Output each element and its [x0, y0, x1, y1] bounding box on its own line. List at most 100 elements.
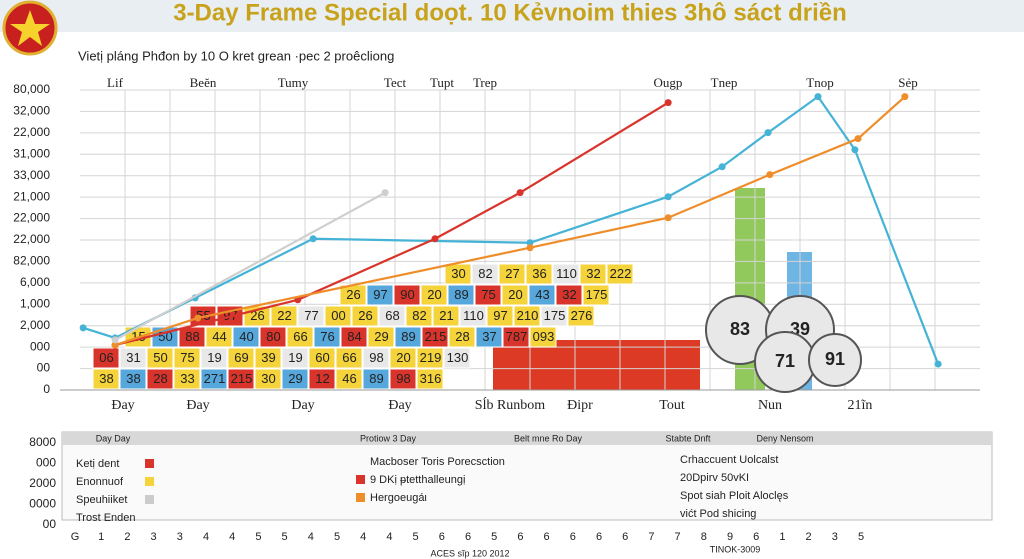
y-tick-label: 2,000 [20, 318, 50, 332]
tile-number: 97 [493, 308, 507, 323]
tile-number: 06 [99, 350, 113, 365]
panel-header-label: Protiow 3 Day [360, 433, 417, 443]
tile [308, 368, 336, 390]
panel-x-label: 4 [203, 531, 209, 543]
panel-x-label: 9 [727, 531, 733, 543]
tile [259, 326, 287, 348]
panel-x-label: 8 [701, 531, 707, 543]
tile-number: 20 [508, 287, 522, 302]
tile-number: 219 [420, 350, 442, 365]
legend-swatch [356, 475, 365, 484]
series-point [79, 324, 87, 332]
tile-number: 175 [544, 308, 566, 323]
tile [173, 347, 201, 369]
y-tick-label: 33,000 [13, 168, 50, 182]
tile [119, 368, 147, 390]
panel-y-label: 0000 [29, 497, 56, 511]
y-tick-label: 32,000 [13, 104, 50, 118]
series-point [111, 336, 119, 344]
ball-number: 91 [825, 349, 845, 369]
panel-x-label: 6 [465, 531, 471, 543]
tile [281, 368, 309, 390]
panel-x-label: 6 [596, 531, 602, 543]
y-tick-label: 31,000 [13, 146, 50, 160]
tile [324, 305, 352, 327]
tile [443, 347, 471, 369]
tile-number: 222 [610, 266, 632, 281]
tile-number: 316 [420, 371, 442, 386]
tile-number: 093 [533, 329, 555, 344]
tile [378, 305, 406, 327]
y-tick-label: 80,000 [13, 82, 50, 96]
tile [513, 305, 541, 327]
tile [502, 326, 530, 348]
panel-x-label: 7 [675, 531, 681, 543]
tile [389, 368, 417, 390]
tile [471, 263, 499, 285]
panel-x-label: 6 [439, 531, 445, 543]
series-point [851, 146, 859, 154]
panel-x-label: 3 [177, 531, 183, 543]
ball-number: 83 [730, 319, 750, 339]
tile-number: 88 [185, 329, 199, 344]
tile [475, 326, 503, 348]
tile-number: 82 [412, 308, 426, 323]
tile-number: 43 [535, 287, 549, 302]
series-point [526, 239, 534, 247]
tile-number: 38 [126, 371, 140, 386]
tile-number: 20 [427, 287, 441, 302]
tile [394, 326, 422, 348]
tile-number: 29 [374, 329, 388, 344]
tile [447, 284, 475, 306]
top-label: Tumy [278, 75, 309, 90]
bottom-label: 21ĩn [848, 398, 873, 413]
tile [119, 347, 147, 369]
legend-label: Trost Enden [76, 512, 136, 524]
tile-number: 89 [401, 329, 415, 344]
tile [227, 347, 255, 369]
tile-number: 66 [342, 350, 356, 365]
legend-label: Hergoeugáι [370, 492, 427, 504]
tile [567, 305, 595, 327]
legend-label: vićt Pod shicing [680, 508, 756, 520]
panel-x-label: 5 [282, 531, 288, 543]
tile [308, 347, 336, 369]
bottom-label: Ðipr [567, 398, 593, 413]
y-tick-label: 0 [43, 382, 50, 396]
tile-number: 110 [463, 308, 484, 323]
legend-swatch [356, 493, 365, 502]
y-tick-label: 1,000 [20, 296, 50, 310]
bottom-label: Day [291, 398, 314, 413]
panel-header-label: Deny Nensom [756, 433, 813, 443]
tile-number: 32 [586, 266, 600, 281]
panel-header [62, 432, 992, 445]
legend-label: Crhaccuent Uolcalst [680, 454, 778, 466]
bottom-label: Đay [186, 398, 209, 413]
tile-number: 50 [153, 350, 167, 365]
legend-label: Enonnuof [76, 476, 124, 488]
legend-label: Ketị dent [76, 458, 119, 470]
tile-number: 110 [556, 266, 577, 281]
tile-number: 46 [342, 371, 356, 386]
tile-number: 66 [293, 329, 307, 344]
series-line [114, 191, 386, 341]
tile-number: 89 [369, 371, 383, 386]
tile [529, 326, 557, 348]
subtitle: Vietị pláng Phđon by 10 O kret grean ·pe… [78, 48, 394, 63]
tile-number: 215 [231, 371, 253, 386]
y-tick-label: 22,000 [13, 232, 50, 246]
tile-number: 68 [385, 308, 399, 323]
panel-x-label: 4 [360, 531, 366, 543]
tile-number: 36 [532, 266, 546, 281]
series-point [431, 235, 439, 243]
tile [420, 284, 448, 306]
panel-x-label: 4 [308, 531, 314, 543]
tile-number: 00 [331, 308, 345, 323]
tile-number: 26 [358, 308, 372, 323]
tile-number: 21 [439, 308, 453, 323]
panel-x-label: 5 [413, 531, 419, 543]
y-tick-label: 6,000 [20, 275, 50, 289]
tile-number: 31 [126, 350, 140, 365]
